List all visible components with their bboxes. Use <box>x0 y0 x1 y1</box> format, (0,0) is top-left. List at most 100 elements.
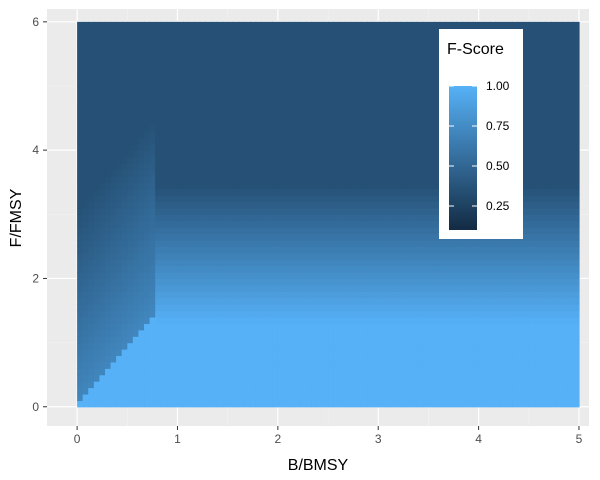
heatmap-tile <box>400 53 407 61</box>
heatmap-tile <box>506 259 513 267</box>
heatmap-tile <box>506 329 513 337</box>
heatmap-tile <box>528 47 535 55</box>
heatmap-tile <box>333 98 340 106</box>
heatmap-tile <box>277 34 285 42</box>
heatmap-tile <box>138 252 145 260</box>
heatmap-tile <box>528 130 535 138</box>
heatmap-tile <box>367 41 374 49</box>
heatmap-tile <box>350 201 357 209</box>
heatmap-tile <box>93 214 101 222</box>
heatmap-tile <box>110 310 117 318</box>
heatmap-tile <box>110 111 117 119</box>
heatmap-tile <box>433 34 441 42</box>
heatmap-tile <box>528 188 535 196</box>
heatmap-tile <box>294 329 301 337</box>
heatmap-tile <box>406 297 413 305</box>
heatmap-tile <box>467 259 474 267</box>
heatmap-tile <box>266 60 273 68</box>
heatmap-tile <box>528 355 535 363</box>
heatmap-tile <box>171 323 179 331</box>
heatmap-tile <box>372 329 379 337</box>
heatmap-tile <box>350 304 357 312</box>
heatmap-tile <box>110 361 117 369</box>
heatmap-tile <box>400 278 407 286</box>
heatmap-tile <box>322 233 329 241</box>
heatmap-tile <box>205 393 212 401</box>
heatmap-tile <box>199 195 206 203</box>
heatmap-tile <box>255 92 262 100</box>
heatmap-tile <box>233 349 240 357</box>
heatmap-tile <box>127 272 134 280</box>
heatmap-tile <box>261 201 268 209</box>
heatmap-tile <box>222 265 229 273</box>
heatmap-tile <box>311 92 318 100</box>
heatmap-tile <box>144 246 151 254</box>
heatmap-tile <box>188 374 195 382</box>
heatmap-tile <box>104 207 112 215</box>
heatmap-tile <box>367 284 374 292</box>
heatmap-tile <box>177 349 184 357</box>
heatmap-tile <box>311 150 318 158</box>
heatmap-tile <box>528 118 535 126</box>
heatmap-tile <box>177 201 184 209</box>
heatmap-tile <box>333 400 340 408</box>
heatmap-tile <box>361 169 368 177</box>
heatmap-tile <box>333 175 340 183</box>
heatmap-tile <box>116 111 123 119</box>
heatmap-tile <box>400 316 407 324</box>
heatmap-tile <box>216 130 223 138</box>
heatmap-tile <box>311 105 318 113</box>
heatmap-tile <box>528 195 535 203</box>
heatmap-tile <box>528 150 535 158</box>
heatmap-tile <box>149 393 156 401</box>
heatmap-tile <box>194 60 201 68</box>
heatmap-tile <box>272 92 279 100</box>
heatmap-tile <box>417 265 424 273</box>
heatmap-tile <box>289 368 296 376</box>
heatmap-tile <box>361 297 368 305</box>
heatmap-tile <box>272 60 279 68</box>
heatmap-tile <box>116 342 123 350</box>
heatmap-tile <box>183 323 190 331</box>
heatmap-tile <box>244 400 251 408</box>
heatmap-tile <box>372 207 379 215</box>
heatmap-tile <box>127 207 134 215</box>
heatmap-tile <box>445 393 452 401</box>
heatmap-tile <box>272 278 279 286</box>
heatmap-tile <box>294 47 301 55</box>
heatmap-tile <box>166 374 173 382</box>
heatmap-tile <box>406 73 413 81</box>
heatmap-tile <box>328 79 335 87</box>
heatmap-tile <box>210 207 218 215</box>
heatmap-tile <box>205 233 212 241</box>
heatmap-tile <box>93 272 101 280</box>
heatmap-tile <box>210 355 218 363</box>
heatmap-tile <box>127 214 134 222</box>
heatmap-tile <box>328 297 335 305</box>
heatmap-tile <box>272 214 279 222</box>
heatmap-tile <box>216 342 223 350</box>
heatmap-tile <box>484 368 491 376</box>
heatmap-tile <box>249 272 257 280</box>
heatmap-tile <box>144 85 151 93</box>
heatmap-tile <box>233 143 240 151</box>
heatmap-tile <box>355 284 363 292</box>
heatmap-tile <box>439 355 446 363</box>
heatmap-tile <box>222 400 229 408</box>
heatmap-tile <box>383 272 390 280</box>
heatmap-tile <box>88 53 95 61</box>
heatmap-tile <box>422 143 430 151</box>
heatmap-tile <box>77 188 84 196</box>
heatmap-tile <box>528 162 535 170</box>
heatmap-tile <box>378 34 385 42</box>
heatmap-tile <box>266 53 273 61</box>
heatmap-tile <box>523 73 530 81</box>
heatmap-tile <box>467 246 474 254</box>
heatmap-tile <box>227 400 234 408</box>
heatmap-tile <box>93 207 101 215</box>
heatmap-tile <box>210 41 218 49</box>
heatmap-tile <box>77 368 84 376</box>
heatmap-tile <box>277 111 285 119</box>
heatmap-tile <box>411 361 418 369</box>
heatmap-tile <box>283 188 290 196</box>
